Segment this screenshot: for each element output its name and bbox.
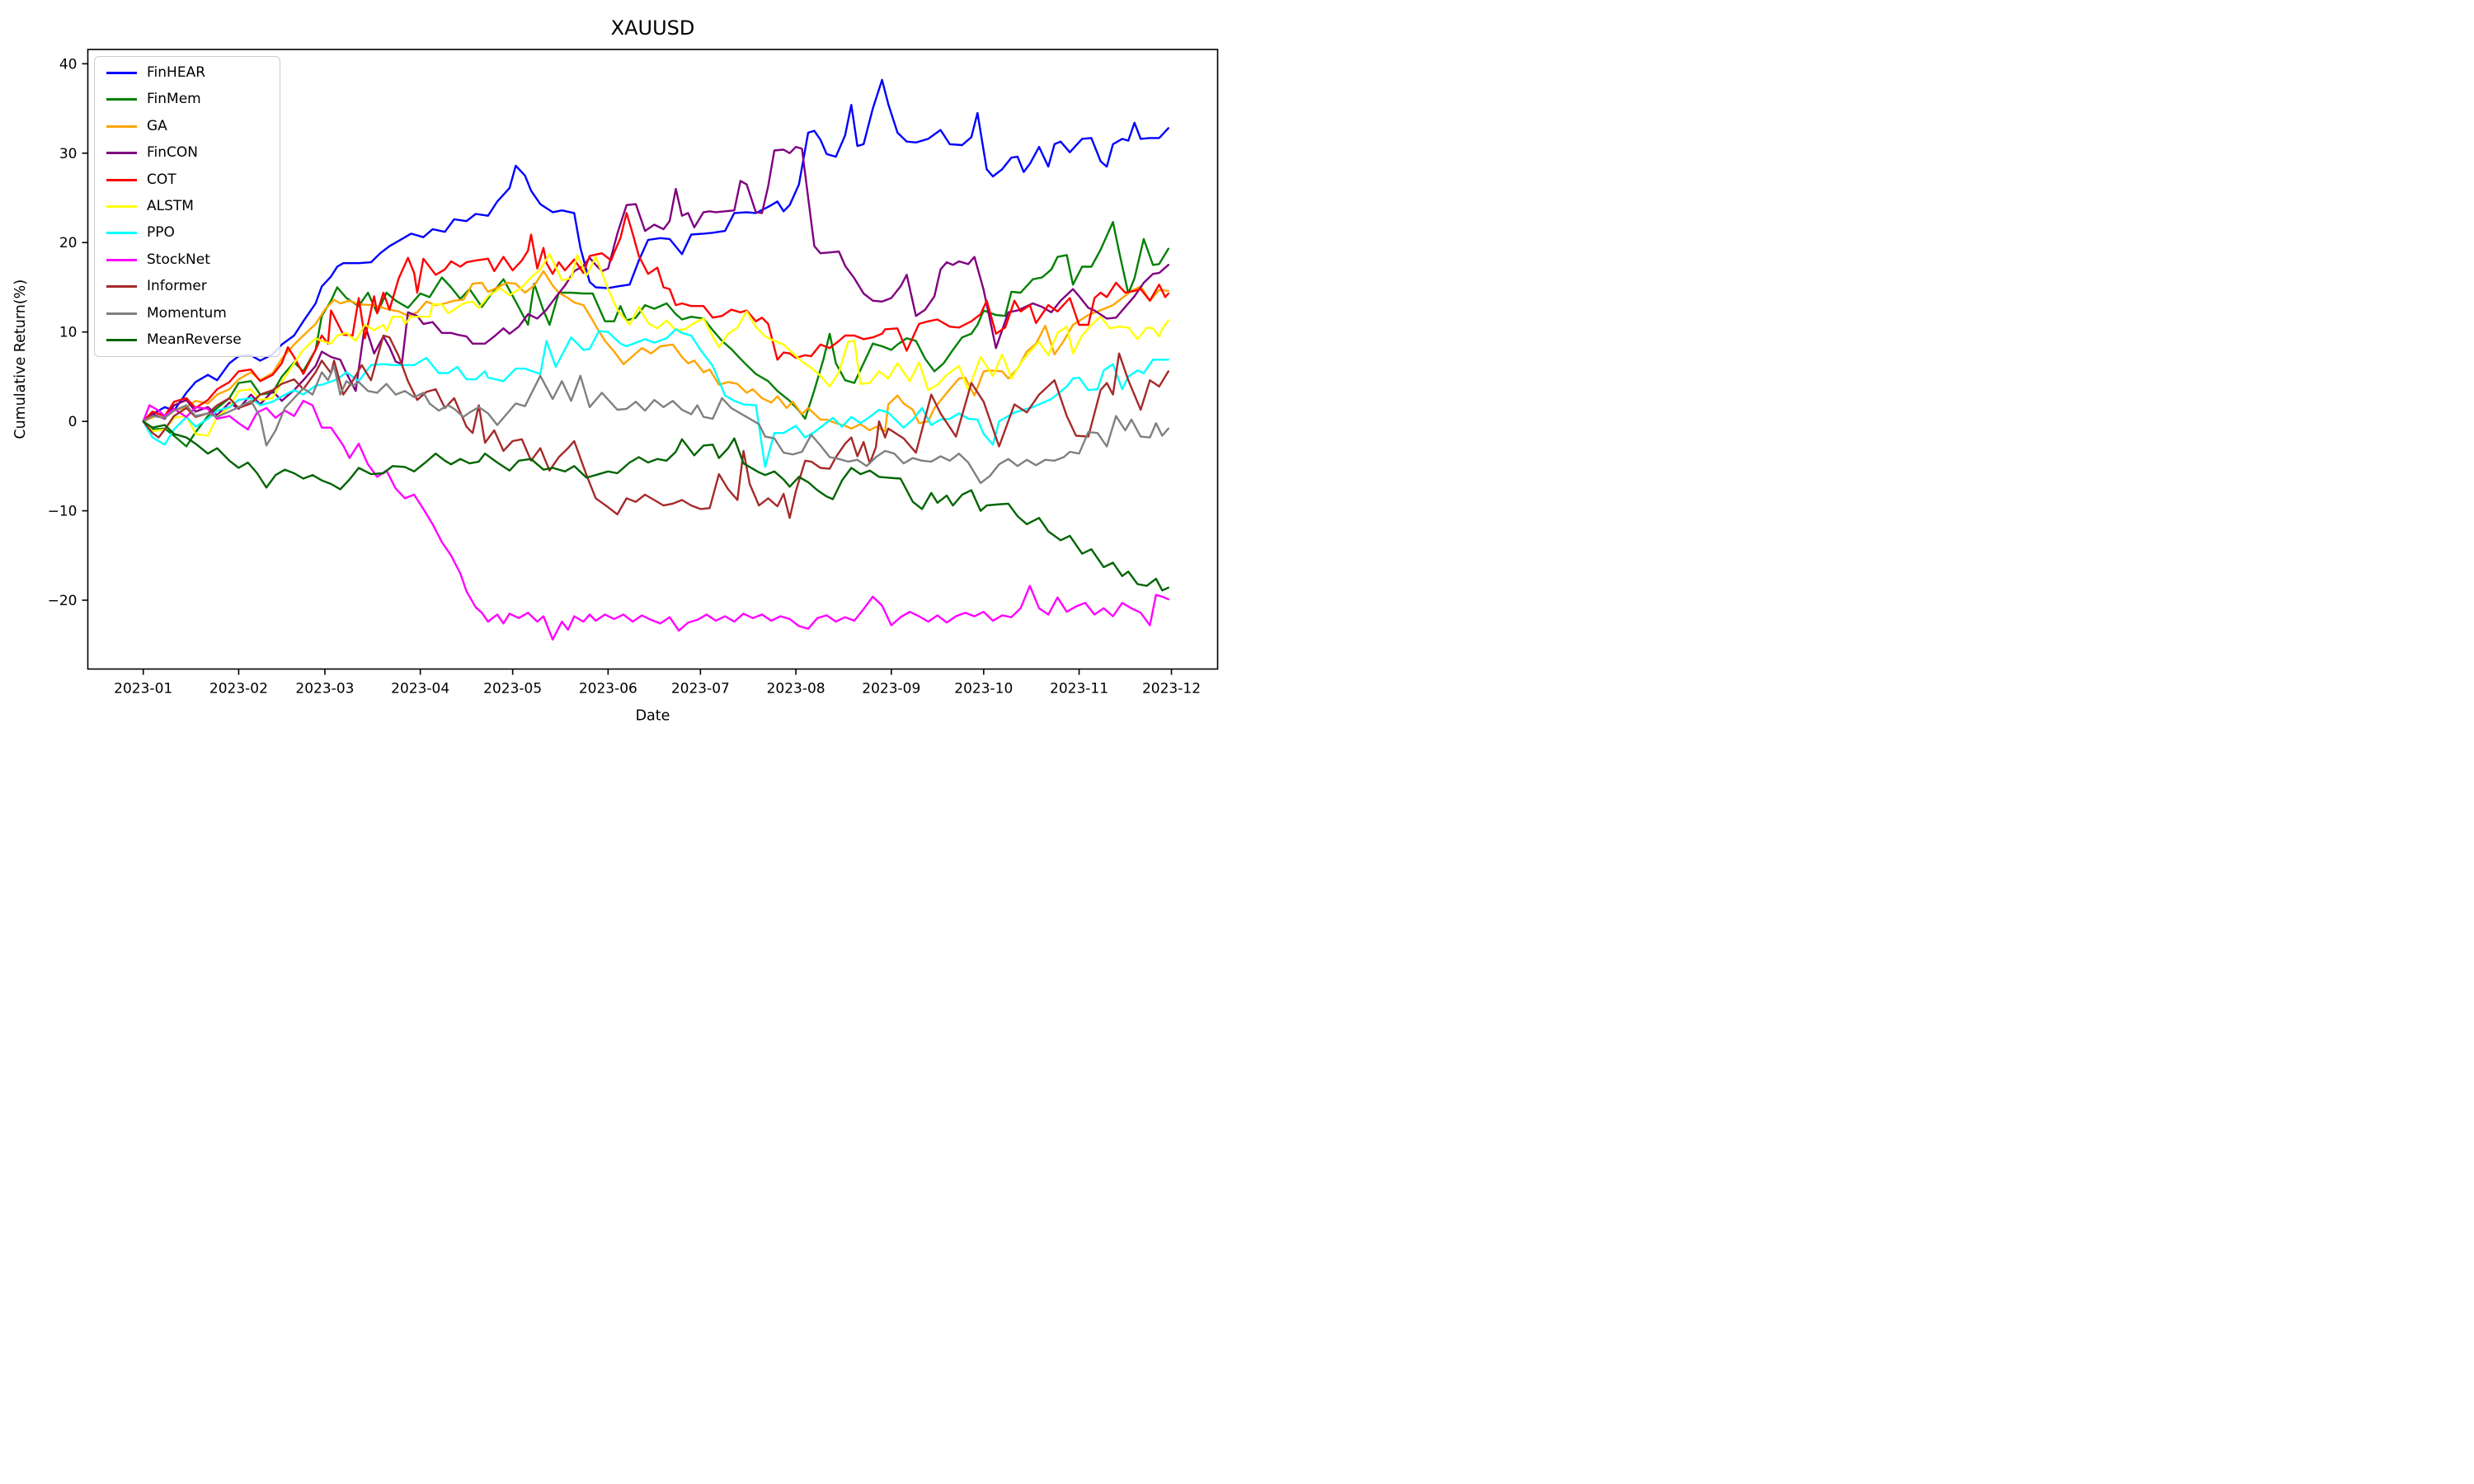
legend-label: COT xyxy=(147,171,176,188)
x-axis-label: Date xyxy=(636,708,670,725)
x-tick-label: 2023-11 xyxy=(1050,681,1108,697)
x-tick-label: 2023-06 xyxy=(579,681,637,697)
legend-item-ALSTM: ALSTM xyxy=(106,197,268,214)
y-tick-label: −10 xyxy=(48,504,78,520)
x-tick-label: 2023-05 xyxy=(483,681,542,697)
legend-label: PPO xyxy=(147,224,175,242)
legend-label: Momentum xyxy=(147,304,227,322)
legend-swatch-Informer xyxy=(106,285,137,289)
legend-swatch-COT xyxy=(106,178,137,181)
legend-item-Momentum: Momentum xyxy=(106,304,268,322)
x-tick-label: 2023-01 xyxy=(114,681,172,697)
legend-label: FinMem xyxy=(147,91,201,108)
series-line-Momentum xyxy=(142,364,1170,485)
legend-item-MeanReverse: MeanReverse xyxy=(106,331,268,348)
legend: FinHEAR FinMem GA FinCON COT ALSTM PPO StockNet… xyxy=(94,56,280,357)
legend-label: GA xyxy=(147,117,167,134)
legend-swatch-ALSTM xyxy=(106,204,137,208)
plot-border xyxy=(87,49,1219,670)
x-tick-label: 2023-08 xyxy=(767,681,825,697)
series-line-Informer xyxy=(142,334,1170,519)
series-line-PPO xyxy=(142,328,1170,468)
x-tick-label: 2023-02 xyxy=(209,681,268,697)
y-tick-label: −20 xyxy=(48,593,78,609)
legend-item-COT: COT xyxy=(106,171,268,188)
legend-item-StockNet: StockNet xyxy=(106,251,268,268)
y-tick-label: 30 xyxy=(59,146,78,162)
legend-item-Informer: Informer xyxy=(106,279,268,294)
legend-item-GA: GA xyxy=(106,117,268,134)
legend-item-FinCON: FinCON xyxy=(106,146,268,160)
x-tick-label: 2023-10 xyxy=(954,681,1013,697)
series-line-MeanReverse xyxy=(142,420,1170,592)
figure: 40 30 20 10 0 −10 −20 2023-01 2023-02 2023-03 2023… xyxy=(0,0,1237,742)
legend-swatch-FinMem xyxy=(106,98,137,101)
legend-item-FinMem: FinMem xyxy=(106,92,268,106)
x-tick-label: 2023-03 xyxy=(295,681,354,697)
x-tick-label: 2023-09 xyxy=(862,681,920,697)
legend-swatch-FinCON xyxy=(106,152,137,155)
chart-canvas: 40 30 20 10 0 −10 −20 2023-01 2023-02 2023-03 2023… xyxy=(12,16,1219,725)
x-tick-label: 2023-04 xyxy=(391,681,449,697)
series-line-FinHEAR xyxy=(142,78,1170,423)
y-tick-label: 10 xyxy=(59,325,78,341)
legend-swatch-StockNet xyxy=(106,258,137,261)
legend-label: StockNet xyxy=(147,251,210,268)
chart-title: XAUUSD xyxy=(611,16,695,40)
series-line-COT xyxy=(142,212,1170,423)
legend-label: FinHEAR xyxy=(147,64,206,81)
legend-swatch-PPO xyxy=(106,232,137,235)
legend-swatch-GA xyxy=(106,124,137,128)
y-tick-label: 20 xyxy=(59,235,78,251)
legend-label: ALSTM xyxy=(147,197,194,214)
x-tick-label: 2023-12 xyxy=(1142,681,1201,697)
series-line-StockNet xyxy=(142,400,1170,641)
y-tick-label: 40 xyxy=(59,56,78,73)
legend-swatch-MeanReverse xyxy=(106,338,137,341)
legend-label: MeanReverse xyxy=(147,331,242,348)
legend-label: FinCON xyxy=(147,144,199,162)
legend-swatch-Momentum xyxy=(106,312,137,315)
legend-item-PPO: PPO xyxy=(106,226,268,240)
y-tick-label: 0 xyxy=(68,414,78,430)
y-axis-label: Cumulative Return(%) xyxy=(12,279,29,439)
series-line-FinMem xyxy=(142,221,1170,448)
x-tick-label: 2023-07 xyxy=(671,681,730,697)
legend-item-FinHEAR: FinHEAR xyxy=(106,66,268,80)
series-line-GA xyxy=(142,270,1170,433)
legend-swatch-FinHEAR xyxy=(106,72,137,74)
series-line-ALSTM xyxy=(142,253,1170,437)
legend-label: Informer xyxy=(147,278,207,295)
series-line-FinCON xyxy=(142,145,1170,423)
